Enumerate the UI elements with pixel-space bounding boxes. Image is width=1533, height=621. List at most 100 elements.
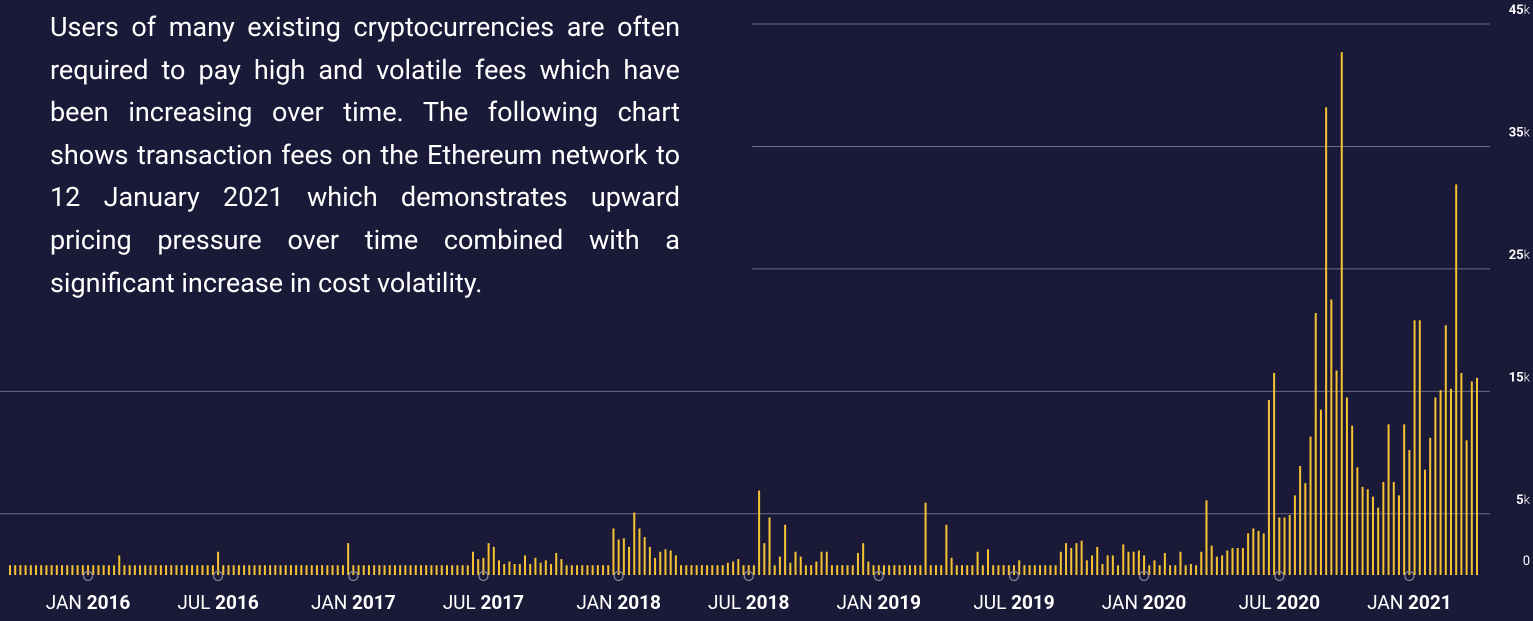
bar <box>747 565 750 575</box>
bar <box>461 565 464 575</box>
x-tick-marker <box>212 570 224 582</box>
bar <box>778 556 781 575</box>
bar <box>654 557 657 575</box>
bar <box>846 565 849 575</box>
bar <box>456 565 459 575</box>
bar <box>690 565 693 575</box>
bar <box>310 565 313 575</box>
bar <box>1460 372 1463 575</box>
bar <box>825 551 828 575</box>
bar <box>955 565 958 575</box>
bar <box>1439 390 1442 575</box>
bar <box>253 565 256 575</box>
bar <box>331 565 334 575</box>
x-tick-marker <box>478 570 489 582</box>
bar <box>1002 565 1005 575</box>
bar <box>1044 565 1047 575</box>
bar <box>1148 565 1151 575</box>
bar <box>1351 425 1354 575</box>
bar <box>1106 555 1109 575</box>
bar <box>981 565 984 575</box>
bar <box>1371 496 1374 575</box>
bar <box>1283 517 1286 575</box>
bar <box>877 565 880 575</box>
bar <box>263 565 266 575</box>
bar <box>924 502 927 575</box>
bar <box>628 546 631 575</box>
bar <box>1231 548 1234 575</box>
bar <box>789 562 792 575</box>
bar <box>1070 548 1073 575</box>
bar <box>1397 495 1400 575</box>
bar <box>274 565 277 575</box>
bar <box>934 565 937 575</box>
x-tick-label: JAN 2019 <box>836 591 921 614</box>
bar <box>498 560 500 575</box>
bar <box>237 565 240 575</box>
bar <box>987 549 989 575</box>
bar <box>841 565 844 575</box>
bar <box>1330 299 1333 575</box>
bar <box>810 565 813 575</box>
bar <box>591 565 594 575</box>
bar <box>435 565 438 575</box>
bar <box>903 565 906 575</box>
bar <box>1205 500 1208 575</box>
bar <box>1252 528 1255 575</box>
bar <box>1449 388 1452 575</box>
bar <box>399 565 402 575</box>
bar <box>347 543 350 575</box>
bar <box>284 565 287 575</box>
bar <box>1091 555 1094 575</box>
bar <box>643 537 646 575</box>
bar <box>76 565 79 575</box>
bar <box>19 565 22 575</box>
bar <box>1293 495 1296 575</box>
bar <box>466 565 469 575</box>
x-tick-marker <box>1008 570 1020 582</box>
bar <box>445 565 448 575</box>
bar <box>1403 424 1406 575</box>
bar <box>1153 560 1156 575</box>
bar <box>914 565 917 575</box>
bar <box>471 551 474 575</box>
bar <box>1007 565 1010 575</box>
bar <box>1423 469 1426 575</box>
x-tick-marker <box>613 570 624 582</box>
bar <box>71 565 74 575</box>
bar <box>492 546 495 575</box>
bar <box>1392 481 1395 575</box>
bar <box>300 565 303 575</box>
bar <box>305 565 308 575</box>
bar <box>794 551 797 575</box>
bar <box>373 565 376 575</box>
bar <box>113 565 116 575</box>
bar <box>815 561 818 575</box>
bar <box>544 560 547 575</box>
bar <box>695 565 698 575</box>
y-tick-label: 0 <box>1523 554 1530 569</box>
bar <box>851 565 854 575</box>
bar <box>820 551 823 575</box>
bar <box>950 557 953 575</box>
bar <box>128 565 131 575</box>
bar <box>1429 437 1432 575</box>
bar <box>1356 467 1359 575</box>
bar <box>40 565 43 575</box>
bar <box>680 565 683 575</box>
bar <box>1028 565 1031 575</box>
bar <box>1267 399 1270 575</box>
bar <box>404 565 407 575</box>
bar <box>139 565 142 575</box>
bar <box>1033 565 1036 575</box>
bar <box>929 565 932 575</box>
bar <box>477 559 480 575</box>
bar <box>123 565 126 575</box>
bar <box>1247 533 1250 575</box>
bar <box>602 565 605 575</box>
bar <box>1049 565 1052 575</box>
bar <box>170 565 173 575</box>
intro-text: Users of many existing cryptocurrencies … <box>50 11 680 299</box>
bar <box>1288 515 1291 575</box>
x-tick-marker <box>873 570 884 582</box>
